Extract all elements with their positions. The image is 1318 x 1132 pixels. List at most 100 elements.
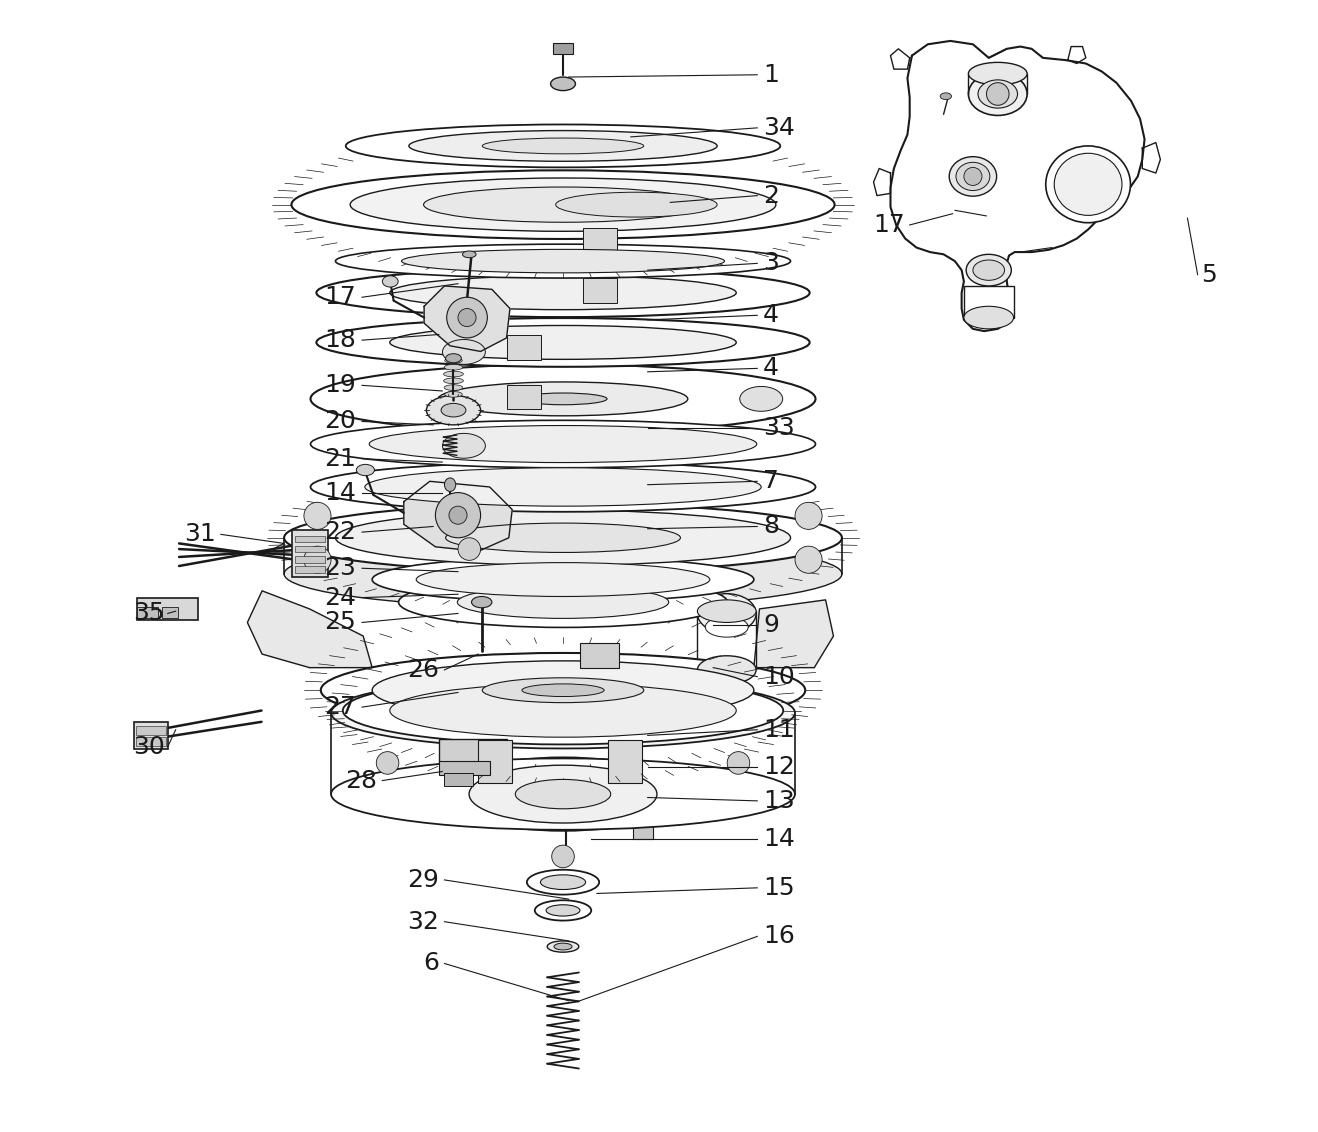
Circle shape [449, 506, 467, 524]
Ellipse shape [547, 941, 579, 952]
Circle shape [795, 503, 822, 530]
Text: 31: 31 [185, 522, 216, 547]
Text: 32: 32 [407, 910, 439, 934]
Text: 14: 14 [324, 481, 356, 505]
Text: 35: 35 [133, 601, 165, 625]
Ellipse shape [291, 170, 834, 239]
Text: 27: 27 [324, 695, 356, 719]
Text: 29: 29 [407, 868, 439, 892]
Text: 24: 24 [324, 585, 356, 610]
Ellipse shape [697, 600, 757, 623]
Ellipse shape [331, 677, 795, 748]
Ellipse shape [527, 869, 600, 894]
Ellipse shape [369, 426, 757, 463]
Bar [439, 739, 506, 764]
Text: 13: 13 [763, 789, 795, 813]
Text: 2: 2 [763, 183, 779, 207]
Ellipse shape [469, 765, 656, 823]
Circle shape [728, 752, 750, 774]
Ellipse shape [390, 326, 737, 359]
Circle shape [376, 752, 399, 774]
Ellipse shape [427, 395, 481, 424]
Text: 8: 8 [763, 514, 779, 539]
Text: 34: 34 [763, 115, 795, 140]
Ellipse shape [949, 156, 996, 196]
Bar [162, 607, 178, 618]
Text: 26: 26 [407, 658, 439, 681]
Ellipse shape [969, 72, 1027, 115]
Text: 9: 9 [763, 612, 779, 636]
Ellipse shape [336, 245, 791, 278]
Ellipse shape [351, 178, 776, 231]
Text: 28: 28 [345, 769, 377, 792]
Bar [136, 737, 166, 746]
Ellipse shape [482, 678, 643, 703]
Text: 21: 21 [324, 447, 356, 471]
Ellipse shape [331, 758, 795, 830]
Ellipse shape [978, 80, 1017, 108]
Ellipse shape [519, 393, 608, 405]
Ellipse shape [382, 276, 398, 288]
Ellipse shape [444, 478, 456, 491]
Ellipse shape [311, 365, 816, 434]
Bar [583, 277, 617, 302]
Text: 4: 4 [763, 303, 779, 327]
Ellipse shape [372, 557, 754, 602]
Text: 20: 20 [324, 410, 356, 434]
Text: 30: 30 [133, 735, 165, 758]
Ellipse shape [969, 62, 1027, 85]
Bar [583, 228, 617, 252]
Text: 17: 17 [324, 285, 356, 309]
Polygon shape [874, 169, 891, 196]
Ellipse shape [316, 318, 809, 367]
Bar [506, 335, 540, 360]
Ellipse shape [336, 511, 791, 565]
Circle shape [963, 168, 982, 186]
Ellipse shape [402, 249, 725, 273]
Bar [295, 556, 324, 563]
Text: 17: 17 [874, 213, 905, 237]
Ellipse shape [940, 93, 952, 100]
Text: 22: 22 [324, 520, 356, 544]
Ellipse shape [316, 268, 809, 317]
Ellipse shape [556, 192, 717, 217]
Bar [295, 535, 324, 542]
Ellipse shape [463, 251, 476, 258]
Ellipse shape [705, 617, 749, 637]
Ellipse shape [372, 661, 754, 720]
Ellipse shape [444, 365, 463, 370]
Circle shape [435, 492, 481, 538]
Polygon shape [891, 41, 1144, 332]
Circle shape [304, 546, 331, 573]
Text: 33: 33 [763, 417, 795, 440]
Ellipse shape [697, 655, 757, 684]
Bar [134, 722, 167, 749]
Polygon shape [424, 286, 510, 351]
Ellipse shape [482, 138, 643, 154]
Bar [608, 740, 642, 783]
Text: 14: 14 [763, 827, 795, 851]
Ellipse shape [345, 125, 780, 168]
Circle shape [457, 538, 481, 560]
Ellipse shape [551, 77, 576, 91]
Text: 5: 5 [1201, 263, 1217, 286]
Polygon shape [754, 600, 833, 668]
Ellipse shape [445, 353, 461, 362]
Ellipse shape [1045, 146, 1131, 223]
Ellipse shape [956, 162, 990, 190]
Bar [963, 286, 1014, 318]
Ellipse shape [535, 900, 592, 920]
Bar [295, 566, 324, 573]
Bar [136, 727, 166, 736]
Polygon shape [248, 591, 372, 668]
Ellipse shape [472, 597, 492, 608]
Bar [633, 822, 654, 839]
Circle shape [795, 546, 822, 573]
Ellipse shape [966, 255, 1011, 286]
Ellipse shape [356, 464, 374, 475]
Ellipse shape [739, 386, 783, 411]
Ellipse shape [416, 563, 710, 597]
Circle shape [986, 83, 1010, 105]
Bar [137, 598, 198, 620]
Ellipse shape [444, 392, 463, 397]
